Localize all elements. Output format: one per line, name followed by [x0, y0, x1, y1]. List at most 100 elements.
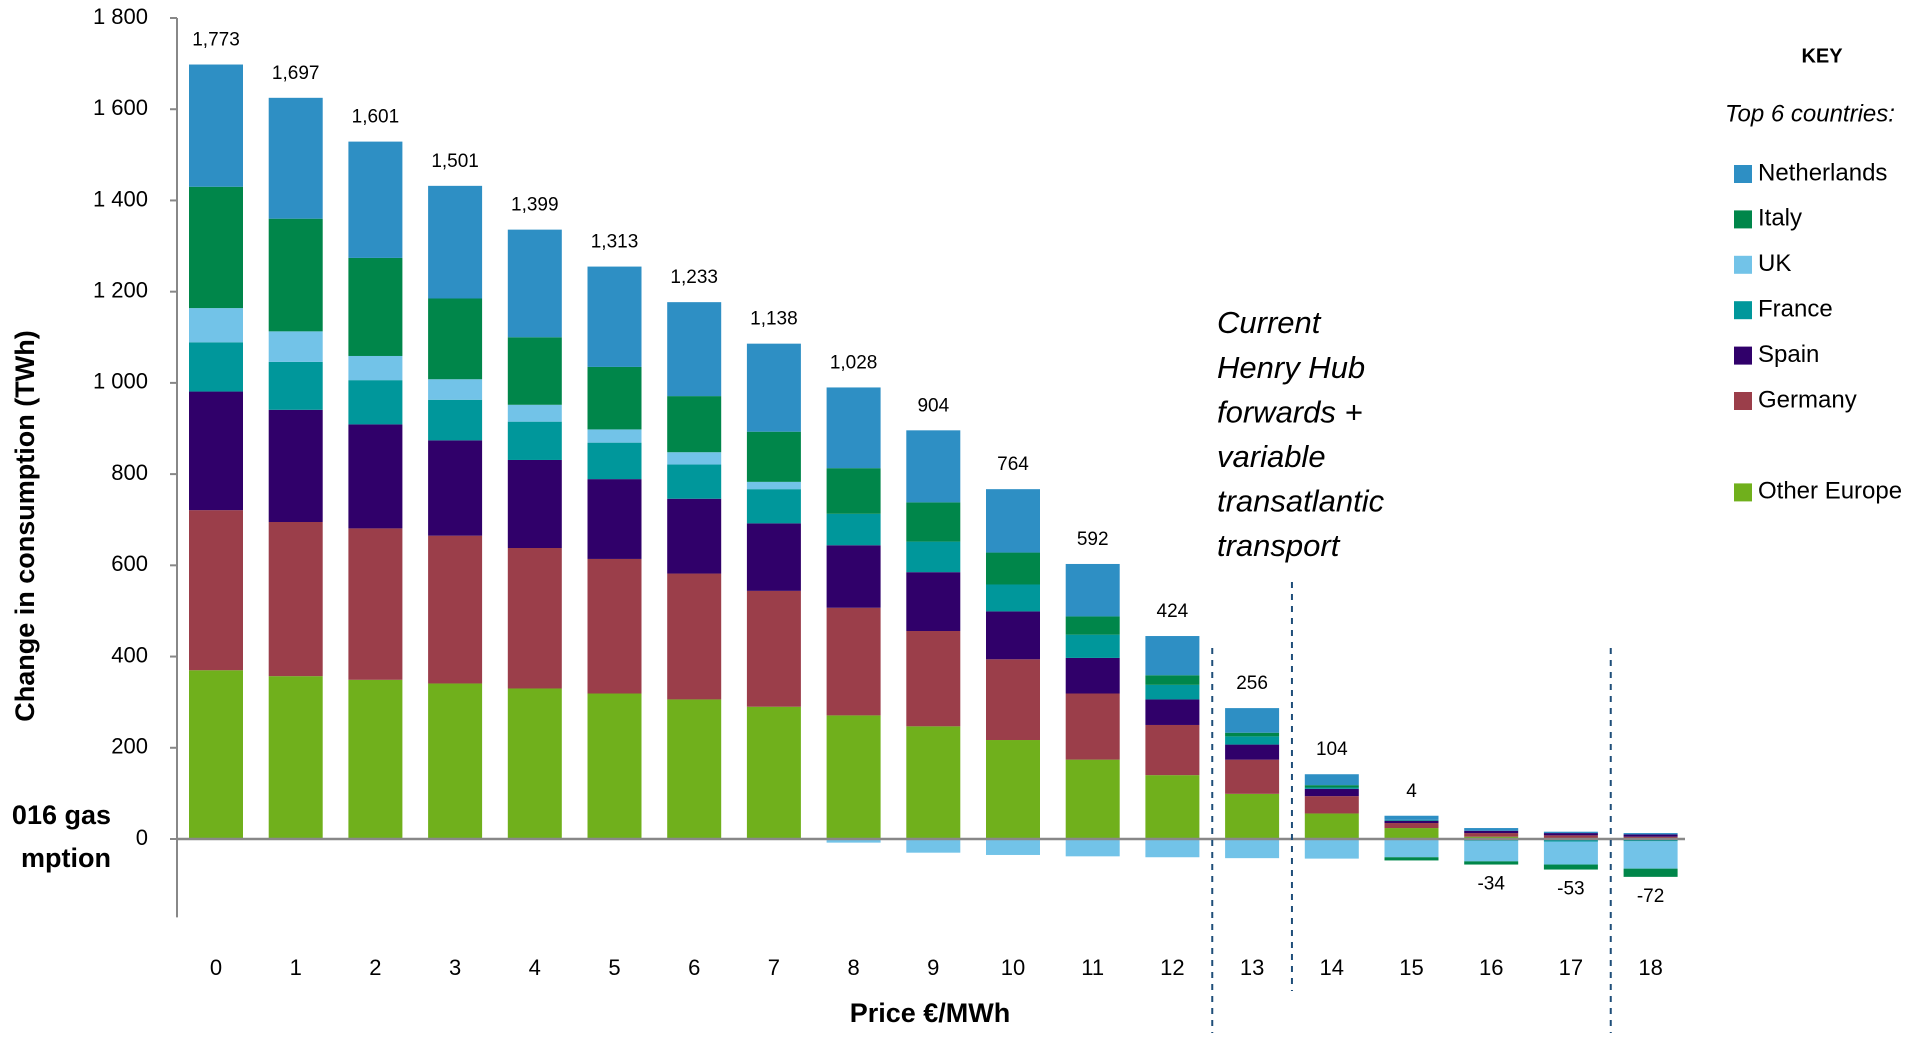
annotation: variable	[1217, 439, 1326, 474]
bar-segment	[1623, 868, 1678, 877]
y-tick-label: 1 000	[93, 369, 148, 394]
data-label: 1,233	[670, 267, 718, 288]
data-label: 4	[1406, 781, 1417, 802]
bar-segment	[507, 688, 562, 839]
y-axis-label: Change in consumption (TWh)	[10, 330, 40, 721]
bar-segment	[826, 545, 881, 608]
x-tick-label: 17	[1559, 955, 1583, 980]
x-tick-label: 14	[1320, 955, 1344, 980]
data-label: 904	[917, 395, 949, 416]
bar-segment	[1304, 839, 1359, 859]
bar-segment	[1225, 839, 1280, 859]
bar-segment	[746, 706, 801, 839]
legend-label: UK	[1758, 250, 1791, 277]
x-tick-label: 10	[1001, 955, 1025, 980]
bar-segment	[189, 64, 243, 187]
bar-segment	[189, 186, 243, 309]
bar-segment	[1304, 774, 1359, 786]
bar-segment	[268, 218, 323, 332]
bar-segment	[189, 308, 243, 343]
data-label: 1,501	[431, 151, 479, 172]
legend-swatch	[1734, 165, 1752, 183]
bar-segment	[189, 670, 243, 839]
data-label: 1,697	[272, 63, 320, 84]
bar-segment	[906, 572, 961, 632]
bar-segment	[507, 404, 562, 422]
bar-segment	[268, 409, 323, 523]
bar-segment	[1065, 634, 1120, 658]
bar-segment	[587, 479, 642, 559]
x-tick-label: 9	[927, 955, 939, 980]
legend-swatch	[1734, 210, 1752, 229]
bar-segment	[1543, 835, 1598, 839]
bar-segment	[268, 676, 323, 839]
data-label: 104	[1316, 739, 1348, 760]
data-label: 1,138	[750, 309, 798, 330]
annotation: Henry Hub	[1217, 350, 1365, 385]
bar-segment	[189, 342, 243, 392]
x-tick-label: 5	[608, 955, 620, 980]
bar-segment	[428, 683, 483, 839]
bar-segment	[1225, 759, 1280, 794]
bar-segment	[1384, 839, 1439, 858]
bar-segment	[348, 679, 403, 839]
y-tick-label: 1 200	[93, 277, 148, 302]
legend-swatch	[1734, 392, 1752, 410]
bar-segment	[667, 396, 722, 453]
bar-segment	[1145, 775, 1200, 839]
bar-segment	[1145, 724, 1200, 776]
bar-segment	[667, 302, 722, 397]
data-label: 1,028	[830, 352, 878, 373]
annotation: Current	[1217, 305, 1322, 340]
bar-segment	[986, 552, 1040, 585]
data-label: 256	[1236, 673, 1268, 694]
bar-segment	[1145, 839, 1200, 858]
bar-segment	[428, 379, 483, 400]
bar-segment	[906, 839, 961, 853]
x-tick-label: 1	[290, 955, 302, 980]
bar-segment	[1304, 788, 1359, 797]
legend-label: Italy	[1758, 205, 1802, 232]
x-tick-label: 4	[529, 955, 541, 980]
x-tick-label: 3	[449, 955, 461, 980]
bar-segment	[507, 337, 562, 405]
bar-segment	[826, 839, 881, 843]
bar-segment	[1464, 861, 1519, 865]
bar-segment	[826, 387, 881, 469]
bar-segment	[428, 440, 483, 536]
data-label: 424	[1157, 601, 1189, 622]
bar-segment	[1304, 787, 1359, 789]
data-label: 764	[997, 454, 1029, 475]
bar-segment	[667, 498, 722, 574]
bar-segment	[348, 355, 403, 381]
bar-segment	[746, 431, 801, 482]
bar-segment	[906, 502, 961, 542]
legend-title: KEY	[1801, 45, 1843, 67]
annotation: forwards +	[1217, 394, 1363, 429]
bar-segment	[1543, 839, 1598, 842]
y-tick-label: 200	[111, 734, 148, 759]
y-tick-label: 400	[111, 642, 148, 667]
data-label: 1,601	[352, 107, 400, 128]
bar-segment	[826, 715, 881, 839]
bar-segment	[1464, 830, 1519, 834]
bar-segment	[1065, 759, 1120, 839]
bar-segment	[587, 558, 642, 694]
bar-segment	[348, 424, 403, 529]
bar-segment	[746, 489, 801, 524]
bar-segment	[746, 523, 801, 591]
legend-label: Germany	[1758, 386, 1857, 413]
bar-segment	[1145, 636, 1200, 676]
bar-segment	[1384, 820, 1439, 824]
bar-segment	[667, 452, 722, 465]
bar-segment	[1225, 793, 1280, 839]
data-label: 592	[1077, 529, 1109, 550]
data-label: 1,399	[511, 195, 559, 216]
bar-segment	[189, 391, 243, 511]
legend-label: Spain	[1758, 341, 1819, 368]
bar-segment	[1623, 841, 1678, 869]
bar-segment	[1543, 831, 1598, 834]
bar-segment	[667, 464, 722, 499]
legend-label: Netherlands	[1758, 159, 1887, 186]
